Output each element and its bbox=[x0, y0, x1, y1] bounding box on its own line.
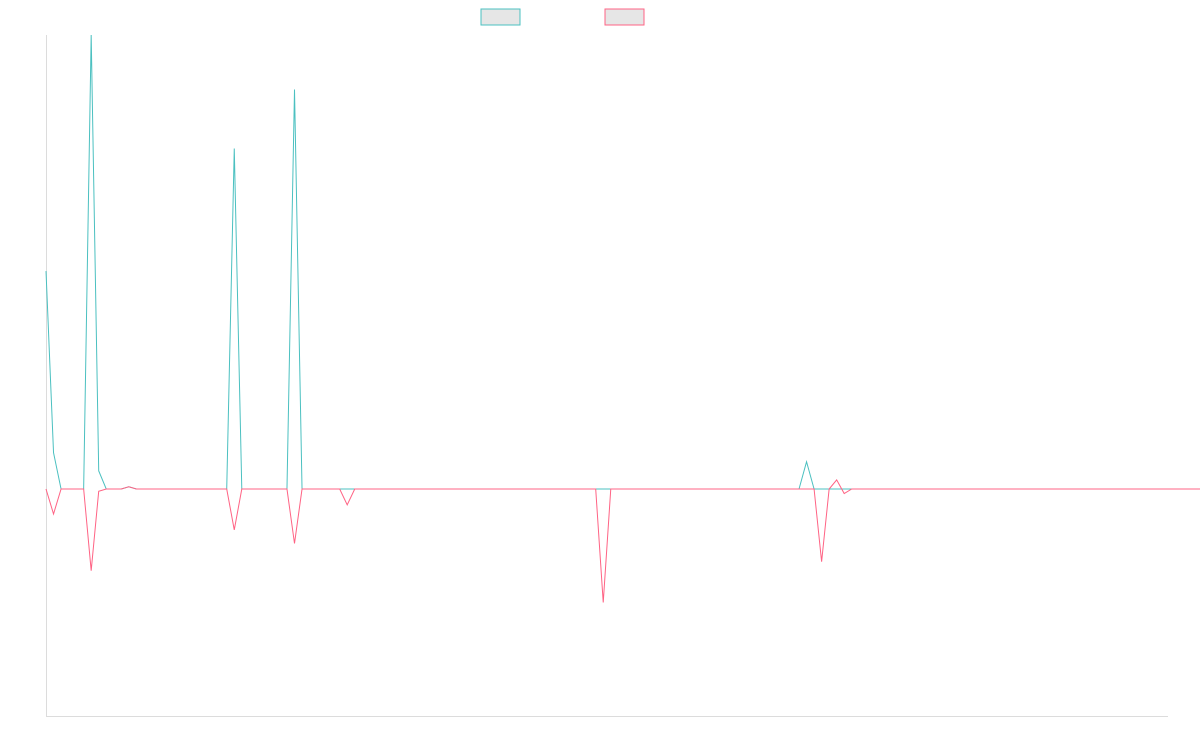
series-line-1 bbox=[45, 34, 1199, 490]
series-line-2 bbox=[45, 479, 1200, 603]
legend-swatch-series-2[interactable] bbox=[604, 8, 645, 26]
series-group bbox=[45, 34, 1200, 603]
legend-swatch-series-1[interactable] bbox=[480, 8, 521, 26]
legend bbox=[480, 8, 645, 26]
plot-area bbox=[45, 34, 1200, 717]
